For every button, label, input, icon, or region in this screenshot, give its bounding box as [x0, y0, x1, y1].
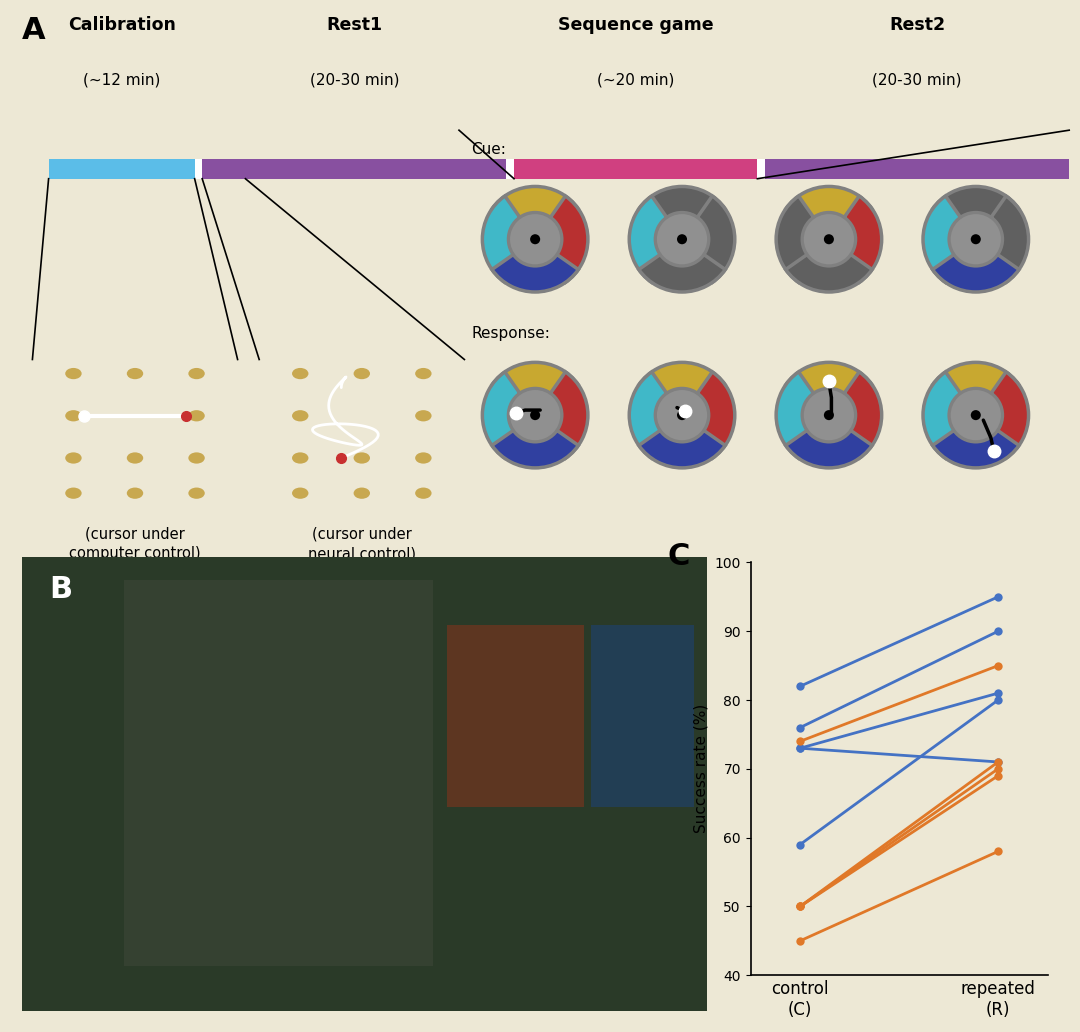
Wedge shape	[777, 372, 813, 458]
Wedge shape	[638, 187, 726, 224]
Wedge shape	[483, 196, 519, 283]
Circle shape	[656, 213, 708, 265]
Circle shape	[949, 389, 1002, 442]
Circle shape	[415, 452, 432, 463]
Circle shape	[509, 213, 562, 265]
Circle shape	[188, 487, 205, 498]
Wedge shape	[630, 372, 666, 458]
Wedge shape	[991, 196, 1028, 283]
Wedge shape	[638, 362, 726, 399]
Wedge shape	[932, 187, 1020, 224]
Circle shape	[530, 410, 540, 420]
Circle shape	[824, 410, 834, 420]
FancyBboxPatch shape	[22, 557, 707, 1011]
FancyBboxPatch shape	[757, 159, 765, 179]
Wedge shape	[923, 196, 960, 283]
Circle shape	[677, 410, 687, 420]
FancyBboxPatch shape	[202, 159, 507, 179]
Wedge shape	[932, 430, 1020, 467]
Wedge shape	[483, 372, 519, 458]
Circle shape	[188, 368, 205, 379]
FancyBboxPatch shape	[765, 159, 1069, 179]
Circle shape	[353, 487, 370, 498]
Wedge shape	[932, 255, 1020, 292]
Circle shape	[677, 234, 687, 245]
Text: Rest1: Rest1	[326, 15, 382, 33]
Wedge shape	[630, 196, 666, 283]
Circle shape	[353, 368, 370, 379]
Wedge shape	[991, 372, 1028, 458]
Text: Cue:: Cue:	[471, 142, 507, 157]
Circle shape	[65, 410, 82, 421]
Wedge shape	[638, 255, 726, 292]
Circle shape	[65, 487, 82, 498]
Circle shape	[971, 410, 981, 420]
Circle shape	[126, 487, 144, 498]
Text: (~12 min): (~12 min)	[83, 73, 160, 88]
Wedge shape	[845, 196, 881, 283]
FancyBboxPatch shape	[124, 580, 433, 966]
Wedge shape	[491, 187, 579, 224]
Wedge shape	[491, 430, 579, 467]
Wedge shape	[785, 430, 873, 467]
Text: Sequence game: Sequence game	[558, 15, 714, 33]
Wedge shape	[923, 372, 960, 458]
Text: C: C	[667, 542, 690, 571]
Wedge shape	[845, 372, 881, 458]
Circle shape	[188, 410, 205, 421]
Circle shape	[292, 368, 309, 379]
Wedge shape	[785, 255, 873, 292]
Text: (~20 min): (~20 min)	[597, 73, 674, 88]
Circle shape	[415, 410, 432, 421]
FancyBboxPatch shape	[447, 625, 584, 807]
Text: (20-30 min): (20-30 min)	[873, 73, 962, 88]
Y-axis label: Success rate (%): Success rate (%)	[694, 704, 708, 834]
Wedge shape	[551, 196, 588, 283]
Text: Rest2: Rest2	[889, 15, 945, 33]
Text: A: A	[22, 15, 45, 44]
Wedge shape	[491, 255, 579, 292]
Circle shape	[824, 234, 834, 245]
Wedge shape	[932, 362, 1020, 399]
Circle shape	[415, 368, 432, 379]
Circle shape	[65, 368, 82, 379]
Wedge shape	[638, 430, 726, 467]
Circle shape	[971, 234, 981, 245]
Text: (20-30 min): (20-30 min)	[310, 73, 400, 88]
Wedge shape	[698, 196, 734, 283]
Circle shape	[292, 487, 309, 498]
FancyBboxPatch shape	[507, 159, 514, 179]
Text: (cursor under
computer control): (cursor under computer control)	[69, 526, 201, 561]
Text: Response:: Response:	[471, 326, 550, 341]
Circle shape	[949, 213, 1002, 265]
Circle shape	[353, 452, 370, 463]
Circle shape	[802, 213, 855, 265]
Circle shape	[126, 452, 144, 463]
Wedge shape	[785, 362, 873, 399]
Circle shape	[292, 410, 309, 421]
Circle shape	[509, 389, 562, 442]
Wedge shape	[491, 362, 579, 399]
Text: B: B	[49, 576, 72, 605]
FancyBboxPatch shape	[591, 625, 693, 807]
Circle shape	[292, 452, 309, 463]
Wedge shape	[698, 372, 734, 458]
Circle shape	[802, 389, 855, 442]
Wedge shape	[785, 187, 873, 224]
Text: Calibration: Calibration	[68, 15, 176, 33]
Circle shape	[656, 389, 708, 442]
FancyBboxPatch shape	[514, 159, 757, 179]
Circle shape	[65, 452, 82, 463]
Wedge shape	[777, 196, 813, 283]
FancyBboxPatch shape	[194, 159, 202, 179]
Circle shape	[415, 487, 432, 498]
Circle shape	[188, 452, 205, 463]
Circle shape	[126, 368, 144, 379]
Text: (cursor under
neural control): (cursor under neural control)	[308, 526, 416, 561]
Wedge shape	[551, 372, 588, 458]
Circle shape	[530, 234, 540, 245]
FancyBboxPatch shape	[49, 159, 194, 179]
